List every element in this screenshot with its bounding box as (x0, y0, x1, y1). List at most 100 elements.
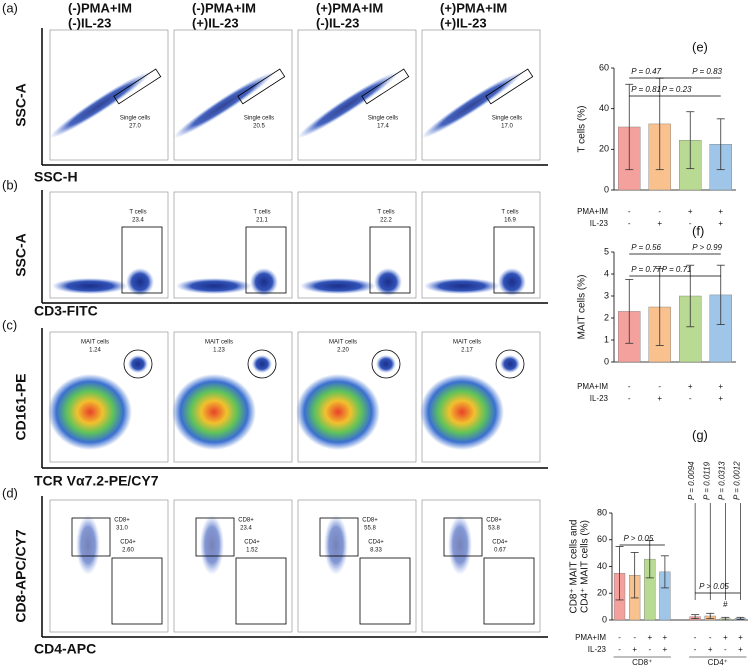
y-tick-label: 1 (604, 334, 609, 344)
column-header: (+)IL-23 (192, 15, 239, 30)
p-value: P = 0.83 (692, 67, 722, 76)
sign: + (647, 633, 652, 642)
sign: + (632, 645, 637, 654)
gate-value: 1.24 (89, 348, 101, 354)
x-axis-label: SSC-H (34, 169, 78, 185)
gate (495, 349, 525, 379)
y-axis-label: MAIT cells (%) (577, 275, 588, 340)
y-axis-label: CD8⁺ MAIT cells and (569, 519, 580, 613)
column-header: (+)PMA+IM (316, 0, 383, 15)
cell-cloud (324, 515, 348, 575)
error-bar (630, 552, 639, 599)
row-label: IL-23 (588, 645, 607, 654)
cell-cloud (252, 355, 272, 373)
cell-cloud (420, 374, 504, 450)
cell-cloud (48, 374, 132, 450)
y-tick-label: 80 (597, 507, 607, 517)
error-bar (686, 111, 695, 170)
error-bar (615, 546, 624, 601)
cell-cloud (500, 355, 520, 373)
gate-value: 31.0 (116, 526, 128, 532)
gate-name: T cells (253, 210, 270, 216)
gate-name: T cells (501, 210, 518, 216)
gate-name: CD4+ (120, 540, 136, 546)
row-label: PMA+IM (577, 382, 608, 391)
error-bar (660, 555, 669, 589)
error-bar (691, 614, 700, 620)
gate (111, 557, 163, 625)
p-value: P > 0.05 (699, 582, 729, 591)
error-bar (686, 264, 695, 328)
gate-value: 1.23 (213, 348, 225, 354)
cell-cloud (424, 278, 500, 294)
column-header: (-)IL-23 (316, 15, 359, 30)
y-axis-label: SSC-A (13, 233, 29, 277)
cell-cloud (172, 374, 256, 450)
y-axis-label: CD161-PE (13, 374, 29, 441)
error-bar (716, 264, 725, 326)
y-tick-label: 60 (599, 62, 609, 72)
cell-cloud (250, 268, 278, 296)
panel-label: (a) (2, 0, 18, 15)
sign: - (633, 633, 636, 642)
gate (483, 557, 535, 625)
group-label: CD4⁺ (708, 658, 728, 667)
gate-name: CD4+ (368, 540, 384, 546)
gate-value: 21.1 (256, 218, 268, 224)
x-axis-label: TCR Vα7.2-PE/CY7 (34, 473, 159, 489)
error-bar (625, 279, 634, 344)
cell-cloud (200, 515, 224, 575)
sign: - (709, 633, 712, 642)
gate-value: 20.5 (253, 124, 265, 130)
plot-frame (421, 499, 541, 633)
y-tick-label: 0 (602, 614, 607, 624)
gate-name: MAIT cells (205, 340, 233, 346)
sign: - (618, 645, 621, 654)
y-tick-label: 2 (604, 312, 609, 322)
y-tick-label: 4 (604, 268, 609, 278)
sign: - (724, 645, 727, 654)
gate (493, 226, 535, 294)
panel-label: (g) (692, 427, 708, 442)
gate-name: Single cells (368, 116, 398, 122)
gate-name: T cells (377, 210, 394, 216)
sign: + (718, 382, 723, 391)
sign: - (689, 219, 692, 228)
sign: - (658, 207, 661, 216)
sign: - (628, 394, 631, 403)
column-header: (-)PMA+IM (68, 0, 132, 15)
gate-name: T cells (129, 210, 146, 216)
cell-cloud (176, 278, 252, 294)
group-label: CD8⁺ (632, 658, 652, 667)
error-bar (736, 616, 745, 620)
sign: + (723, 633, 728, 642)
gate-name: MAIT cells (329, 340, 357, 346)
error-bar (706, 612, 715, 620)
gate-name: MAIT cells (81, 340, 109, 346)
cell-cloud (374, 268, 402, 296)
sign: - (628, 219, 631, 228)
gate (237, 68, 286, 105)
gate-value: 27.0 (129, 124, 141, 130)
panel-label: (d) (2, 485, 18, 500)
sign: + (663, 633, 668, 642)
gate (369, 226, 411, 294)
x-axis-label: CD3-FITC (34, 303, 98, 319)
gate-value: 17.0 (501, 124, 513, 130)
gate (121, 226, 163, 294)
gate-value: 22.2 (380, 218, 392, 224)
sign: + (738, 645, 743, 654)
error-bar (625, 83, 634, 171)
sign: + (657, 394, 662, 403)
sign: + (663, 645, 668, 654)
sign: - (648, 645, 651, 654)
p-value: P = 0.0012 (733, 461, 742, 500)
gate-name: CD4+ (244, 540, 260, 546)
y-axis-label: CD8-APC/CY7 (13, 529, 29, 623)
gate (195, 517, 235, 557)
cell-cloud (52, 278, 128, 294)
gate-name: CD8+ (114, 518, 130, 524)
p-value: P = 0.56 (631, 243, 661, 252)
y-tick-label: 5 (604, 246, 609, 256)
